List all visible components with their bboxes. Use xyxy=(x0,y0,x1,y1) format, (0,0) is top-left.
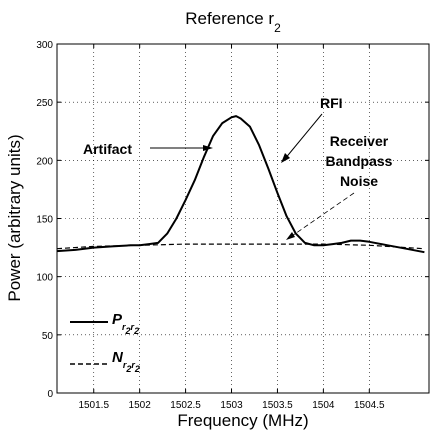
chart-title-subscript: 2 xyxy=(274,21,281,35)
annotation-rfi-arrowhead xyxy=(281,153,290,163)
annotations: Artifact RFI Receiver Bandpass Noise xyxy=(83,95,393,240)
series-n-line xyxy=(56,243,425,250)
annotation-receiver: Receiver xyxy=(330,133,389,149)
annotation-bandpass: Bandpass xyxy=(326,153,393,169)
annotation-noise-arrowhead xyxy=(286,232,295,240)
chart-title-main: Reference r xyxy=(185,9,274,28)
x-tick-label: 1504.5 xyxy=(354,400,385,411)
y-tick-label: 0 xyxy=(47,389,53,400)
y-tick-label: 250 xyxy=(36,98,53,109)
annotation-artifact-arrowhead xyxy=(203,145,213,151)
legend-label-p: Pr2r2 xyxy=(112,311,139,336)
y-tick-label: 150 xyxy=(36,215,53,226)
y-tick-label: 50 xyxy=(42,331,54,342)
x-tick-label: 1501.5 xyxy=(78,400,109,411)
grid-lines xyxy=(57,44,429,393)
annotation-rfi-arrow xyxy=(283,113,323,161)
series-group xyxy=(56,115,425,254)
legend-label-n: Nr2r2 xyxy=(112,349,140,374)
y-tick-label: 300 xyxy=(36,40,53,51)
x-tick-label: 1502.5 xyxy=(170,400,201,411)
chart-title: Reference r2 xyxy=(185,9,281,35)
y-tick-label: 100 xyxy=(36,273,53,284)
annotation-noise-arrow xyxy=(288,192,355,239)
annotation-noise: Noise xyxy=(340,173,378,189)
series-p-line xyxy=(56,115,425,254)
axis-ticks: 1501.5 1502 1502.5 1503 1503.5 1504 1504.5 0 50 1… xyxy=(36,40,429,411)
annotation-rfi: RFI xyxy=(320,95,343,111)
annotation-artifact: Artifact xyxy=(83,141,132,157)
y-tick-label: 200 xyxy=(36,156,53,167)
x-tick-label: 1503.5 xyxy=(262,400,293,411)
y-axis-label: Power (arbitrary units) xyxy=(5,134,24,301)
x-tick-label: 1503 xyxy=(220,400,243,411)
x-tick-label: 1502 xyxy=(129,400,152,411)
x-axis-label: Frequency (MHz) xyxy=(177,411,308,430)
x-tick-label: 1504 xyxy=(312,400,335,411)
legend: Pr2r2 Nr2r2 xyxy=(70,311,140,374)
